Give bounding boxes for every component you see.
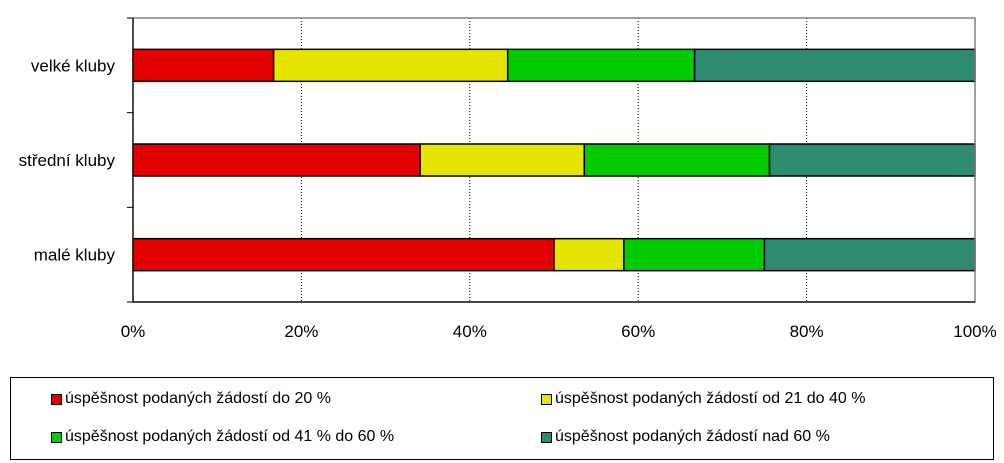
bar-segment	[768, 143, 976, 177]
legend-swatch	[541, 431, 552, 443]
legend-swatch	[541, 393, 552, 405]
legend-swatch	[51, 431, 62, 443]
category-label: střední kluby	[19, 151, 116, 170]
legend-label: úspěšnost podaných žádostí nad 60 %	[555, 428, 830, 445]
bar-segment	[132, 237, 555, 272]
legend-swatch	[51, 393, 62, 405]
x-tick-label: 80%	[790, 322, 824, 341]
x-tick-label: 40%	[453, 322, 487, 341]
bar-segment	[583, 143, 771, 177]
x-tick-label: 60%	[621, 322, 655, 341]
legend: úspěšnost podaných žádostí do 20 % úspěš…	[10, 377, 994, 460]
category-label: malé kluby	[34, 246, 116, 265]
legend-item: úspěšnost podaných žádostí od 41 % do 60…	[51, 428, 394, 446]
category-label: velké kluby	[31, 56, 116, 75]
legend-item: úspěšnost podaných žádostí do 20 %	[51, 390, 331, 408]
stacked-bar-chart: velké kluby střední kluby malé kluby 0% 20% 4…	[19, 17, 997, 341]
legend-label: úspěšnost podaných žádostí do 20 %	[65, 390, 331, 407]
legend-label: úspěšnost podaných žádostí od 21 do 40 %	[555, 390, 866, 407]
legend-label: úspěšnost podaných žádostí od 41 % do 60…	[65, 428, 395, 445]
bar-segment	[132, 48, 275, 83]
bar-segment	[506, 48, 696, 83]
x-tick-label: 20%	[284, 322, 318, 341]
bar-segment	[693, 48, 976, 83]
bar-segment	[623, 237, 766, 272]
x-tick-label: 100%	[953, 322, 996, 341]
axis-labels: velké kluby střední kluby malé kluby 0% 20% 4…	[19, 56, 997, 341]
bar-segment	[272, 48, 509, 83]
bar-segment	[763, 237, 976, 272]
bar-segment	[419, 143, 586, 177]
bar-segment	[132, 143, 421, 177]
bars	[132, 48, 976, 272]
axes	[127, 17, 976, 303]
bar-segment	[553, 237, 625, 272]
legend-item: úspěšnost podaných žádostí od 21 do 40 %	[541, 390, 865, 408]
x-tick-label: 0%	[121, 322, 146, 341]
legend-item: úspěšnost podaných žádostí nad 60 %	[541, 428, 830, 446]
